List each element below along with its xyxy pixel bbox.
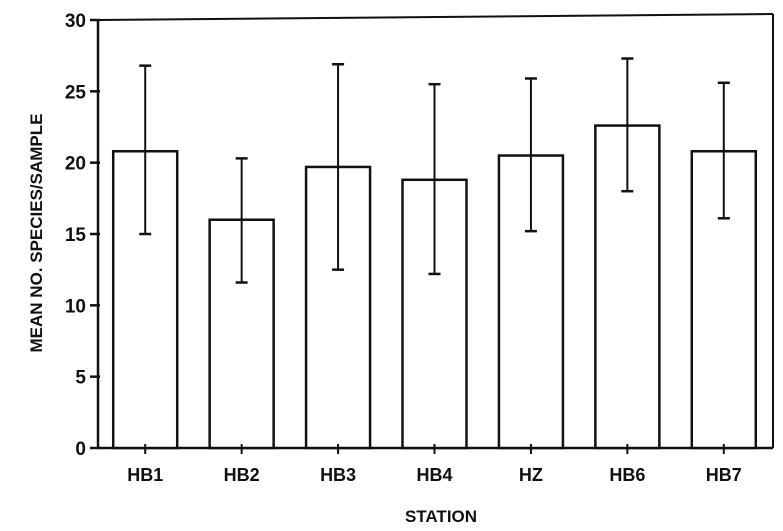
x-tick-label-HB2: HB2: [224, 465, 260, 485]
top-border-line: [97, 13, 774, 21]
y-axis-ticks: 0 5 10 15 20 25 30: [65, 11, 100, 460]
error-bars: [139, 57, 730, 284]
y-tick-label-10: 10: [65, 296, 86, 317]
y-tick-label-25: 25: [65, 82, 87, 103]
y-axis-title: MEAN NO. SPECIES/SAMPLE: [27, 114, 46, 353]
x-tick-label-HB4: HB4: [416, 465, 452, 485]
y-tick-label-0: 0: [75, 439, 86, 460]
x-tick-label-HB7: HB7: [706, 465, 742, 485]
x-tick-label-HB6: HB6: [609, 465, 645, 485]
y-tick-label-5: 5: [75, 368, 86, 389]
y-tick-label-15: 15: [65, 225, 87, 246]
x-tick-label-HB1: HB1: [127, 465, 163, 485]
x-axis-title: STATION: [405, 507, 477, 526]
x-tick-label-HZ: HZ: [519, 465, 543, 485]
y-tick-label-30: 30: [65, 11, 86, 32]
x-tick-label-HB3: HB3: [320, 465, 356, 485]
x-axis-tick-labels: HB1 HB2 HB3 HB4 HZ HB6 HB7: [127, 465, 742, 485]
y-tick-label-20: 20: [65, 154, 86, 175]
